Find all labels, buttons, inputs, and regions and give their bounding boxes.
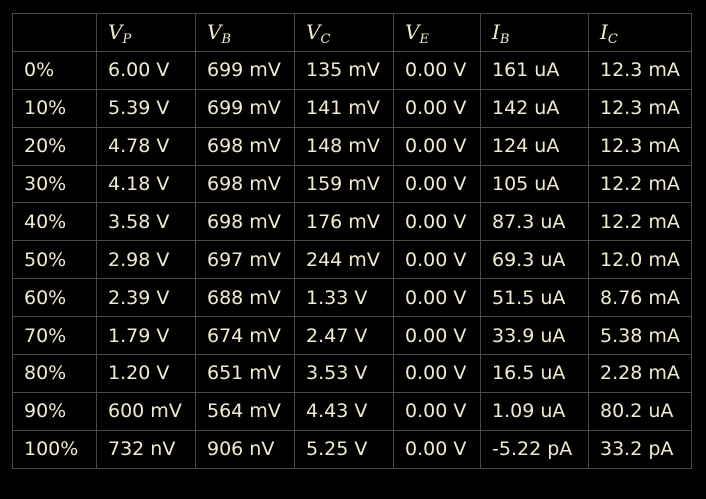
- table-cell-ic: 80.2 uA: [588, 391, 692, 431]
- table-cell-setting: 100%: [12, 429, 97, 469]
- table-cell-vb: 688 mV: [195, 278, 295, 318]
- table-cell-ib: 161 uA: [480, 50, 589, 90]
- table-cell-vb: 698 mV: [195, 126, 295, 166]
- table-cell-ib: 87.3 uA: [480, 202, 589, 242]
- table-cell-vc: 3.53 V: [294, 354, 394, 393]
- table-cell-ic: 5.38 mA: [588, 316, 692, 356]
- table-cell-vb: 699 mV: [195, 50, 295, 90]
- table-cell-vc: 4.43 V: [294, 391, 394, 431]
- table-cell-ib: 33.9 uA: [480, 316, 589, 356]
- table-cell-ib: 1.09 uA: [480, 391, 589, 431]
- table-cell-setting: 80%: [12, 354, 97, 393]
- table-cell-vc: 1.33 V: [294, 278, 394, 318]
- table-cell-vp: 2.98 V: [96, 240, 196, 280]
- measurement-table-container: VP VB VC VE IB IC 0% 6.00 V 699 mV 135 mV 0.…: [12, 13, 692, 469]
- table-cell-ve: 0.00 V: [393, 202, 481, 242]
- table-cell-ic: 12.3 mA: [588, 50, 692, 90]
- header-cell-setting: [12, 13, 97, 52]
- table-cell-vb: 699 mV: [195, 88, 295, 128]
- table-cell-ve: 0.00 V: [393, 88, 481, 128]
- table-row: 30% 4.18 V 698 mV 159 mV 0.00 V 105 uA 12.2 mA: [12, 164, 692, 204]
- table-row: 80% 1.20 V 651 mV 3.53 V 0.00 V 16.5 uA 2.28 m…: [12, 354, 692, 393]
- table-cell-setting: 30%: [12, 164, 97, 204]
- table-cell-vp: 6.00 V: [96, 50, 196, 90]
- measurement-table: VP VB VC VE IB IC 0% 6.00 V 699 mV 135 mV 0.…: [12, 13, 692, 469]
- table-row: 50% 2.98 V 697 mV 244 mV 0.00 V 69.3 uA 12.0 m…: [12, 240, 692, 280]
- table-cell-ic: 12.2 mA: [588, 164, 692, 204]
- table-cell-vp: 5.39 V: [96, 88, 196, 128]
- table-cell-vc: 244 mV: [294, 240, 394, 280]
- table-cell-ic: 12.2 mA: [588, 202, 692, 242]
- table-cell-ic: 2.28 mA: [588, 354, 692, 393]
- table-cell-vp: 4.78 V: [96, 126, 196, 166]
- table-cell-ib: -5.22 pA: [480, 429, 589, 469]
- header-row: VP VB VC VE IB IC: [12, 13, 692, 52]
- table-cell-ve: 0.00 V: [393, 354, 481, 393]
- table-cell-vb: 698 mV: [195, 202, 295, 242]
- table-cell-setting: 70%: [12, 316, 97, 356]
- table-cell-ic: 33.2 pA: [588, 429, 692, 469]
- table-cell-vb: 906 nV: [195, 429, 295, 469]
- header-cell-vb: VB: [195, 13, 295, 52]
- table-row: 70% 1.79 V 674 mV 2.47 V 0.00 V 33.9 uA 5.38 m…: [12, 316, 692, 356]
- table-cell-ve: 0.00 V: [393, 316, 481, 356]
- table-cell-vc: 135 mV: [294, 50, 394, 90]
- table-cell-ic: 12.0 mA: [588, 240, 692, 280]
- table-cell-vc: 141 mV: [294, 88, 394, 128]
- table-cell-vc: 5.25 V: [294, 429, 394, 469]
- table-row: 0% 6.00 V 699 mV 135 mV 0.00 V 161 uA 12.3 mA: [12, 50, 692, 90]
- table-row: 100% 732 nV 906 nV 5.25 V 0.00 V -5.22 pA 33.2…: [12, 429, 692, 469]
- table-cell-vb: 564 mV: [195, 391, 295, 431]
- table-cell-setting: 60%: [12, 278, 97, 318]
- table-cell-ve: 0.00 V: [393, 126, 481, 166]
- table-cell-ic: 12.3 mA: [588, 88, 692, 128]
- table-row: 40% 3.58 V 698 mV 176 mV 0.00 V 87.3 uA 12.2 m…: [12, 202, 692, 242]
- table-cell-ib: 16.5 uA: [480, 354, 589, 393]
- table-row: 20% 4.78 V 698 mV 148 mV 0.00 V 124 uA 12.3 mA: [12, 126, 692, 166]
- table-row: 60% 2.39 V 688 mV 1.33 V 0.00 V 51.5 uA 8.76 m…: [12, 278, 692, 318]
- table-cell-vc: 2.47 V: [294, 316, 394, 356]
- table-cell-vb: 698 mV: [195, 164, 295, 204]
- table-cell-ib: 105 uA: [480, 164, 589, 204]
- table-cell-ve: 0.00 V: [393, 164, 481, 204]
- table-cell-ve: 0.00 V: [393, 50, 481, 90]
- table-cell-vp: 1.20 V: [96, 354, 196, 393]
- table-cell-ib: 69.3 uA: [480, 240, 589, 280]
- table-cell-setting: 0%: [12, 50, 97, 90]
- table-cell-vb: 697 mV: [195, 240, 295, 280]
- table-cell-vp: 732 nV: [96, 429, 196, 469]
- table-cell-setting: 50%: [12, 240, 97, 280]
- table-cell-vb: 674 mV: [195, 316, 295, 356]
- table-cell-setting: 40%: [12, 202, 97, 242]
- header-cell-ib: IB: [480, 13, 589, 52]
- table-cell-vp: 4.18 V: [96, 164, 196, 204]
- table-cell-ve: 0.00 V: [393, 391, 481, 431]
- table-cell-vc: 159 mV: [294, 164, 394, 204]
- header-cell-ic: IC: [588, 13, 692, 52]
- table-cell-ib: 124 uA: [480, 126, 589, 166]
- table-row: 90% 600 mV 564 mV 4.43 V 0.00 V 1.09 uA 80.2 u…: [12, 391, 692, 431]
- table-cell-vb: 651 mV: [195, 354, 295, 393]
- table-cell-ve: 0.00 V: [393, 240, 481, 280]
- table-cell-ib: 51.5 uA: [480, 278, 589, 318]
- table-cell-vp: 2.39 V: [96, 278, 196, 318]
- table-cell-setting: 10%: [12, 88, 97, 128]
- table-cell-vc: 176 mV: [294, 202, 394, 242]
- table-cell-ve: 0.00 V: [393, 278, 481, 318]
- header-cell-vp: VP: [96, 13, 196, 52]
- table-body: 0% 6.00 V 699 mV 135 mV 0.00 V 161 uA 12.3 mA 1…: [12, 50, 692, 469]
- table-cell-ib: 142 uA: [480, 88, 589, 128]
- table-cell-setting: 20%: [12, 126, 97, 166]
- table-cell-vp: 3.58 V: [96, 202, 196, 242]
- table-cell-vp: 1.79 V: [96, 316, 196, 356]
- table-cell-ve: 0.00 V: [393, 429, 481, 469]
- table-cell-vp: 600 mV: [96, 391, 196, 431]
- table-cell-ic: 12.3 mA: [588, 126, 692, 166]
- table-row: 10% 5.39 V 699 mV 141 mV 0.00 V 142 uA 12.3 mA: [12, 88, 692, 128]
- table-cell-setting: 90%: [12, 391, 97, 431]
- table-cell-vc: 148 mV: [294, 126, 394, 166]
- header-cell-ve: VE: [393, 13, 481, 52]
- header-cell-vc: VC: [294, 13, 394, 52]
- table-cell-ic: 8.76 mA: [588, 278, 692, 318]
